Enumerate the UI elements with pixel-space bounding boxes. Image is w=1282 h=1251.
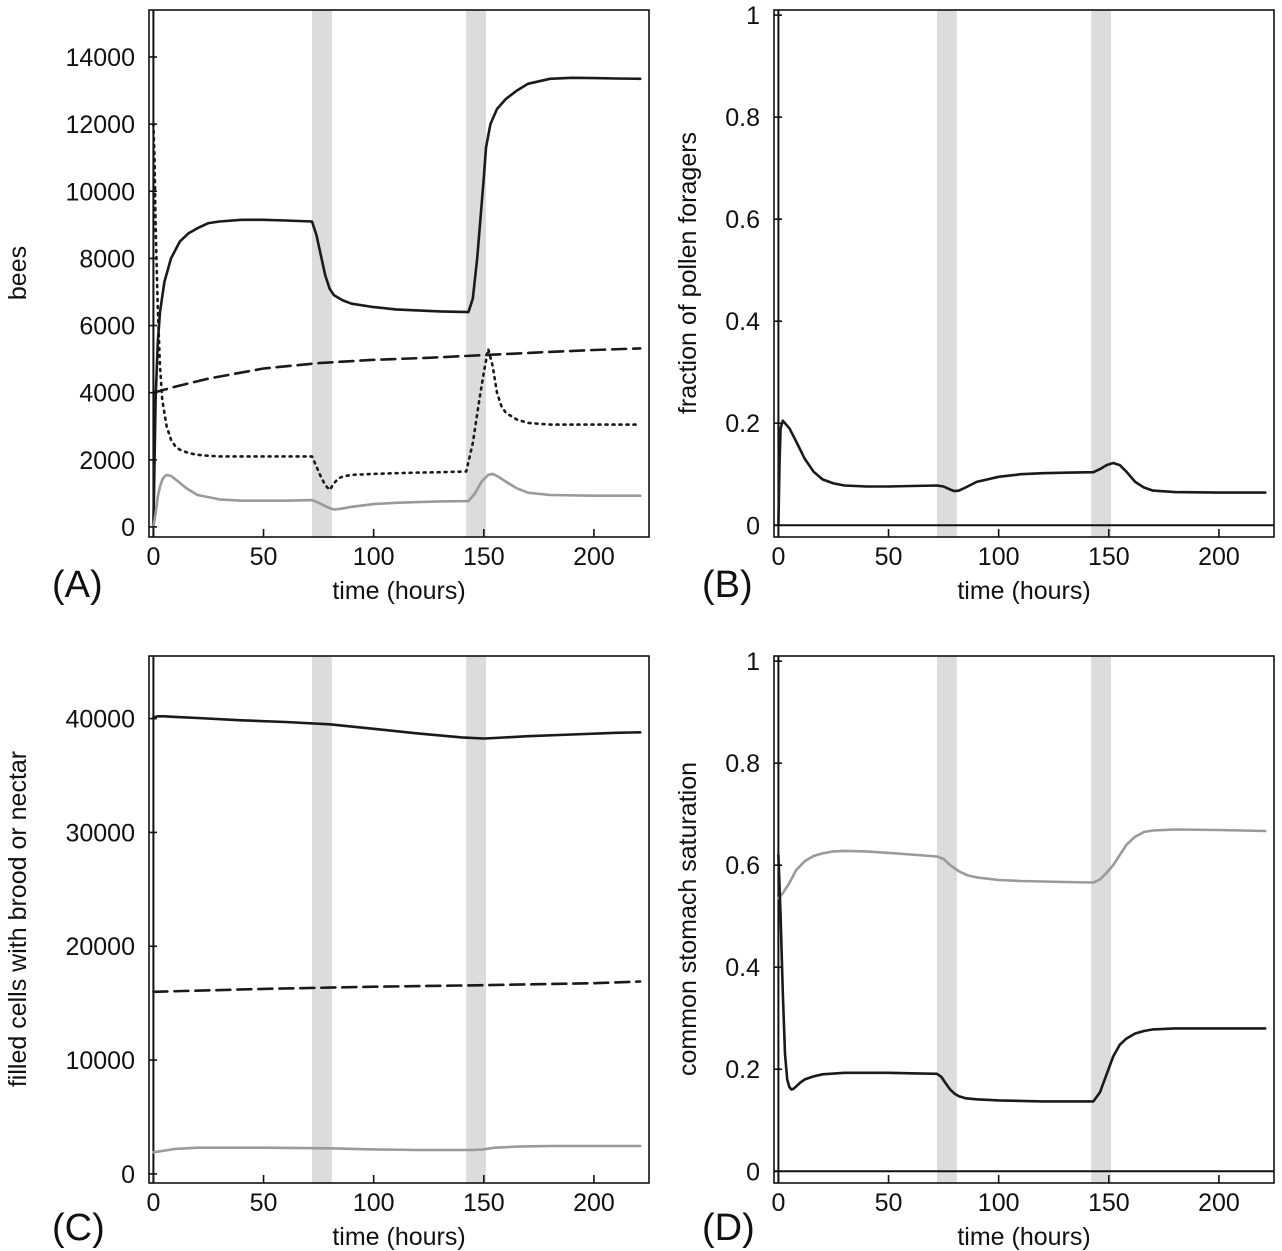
series-line-1 xyxy=(777,419,1267,527)
series-line-4 xyxy=(152,472,642,529)
y-axis-label: fraction of pollen foragers xyxy=(674,132,702,414)
y-tick-label: 20000 xyxy=(65,933,135,961)
y-axis-label: filled cells with brood or nectar xyxy=(4,751,32,1087)
series-line-2 xyxy=(152,347,642,394)
y-tick-label: 0.4 xyxy=(725,954,760,982)
y-tick-label: 0 xyxy=(121,1161,135,1189)
panel-letter: (B) xyxy=(702,564,753,606)
y-tick-label: 14000 xyxy=(65,44,135,72)
panel-b: 0 50 100 150 200 0 0.2 0.4 0.6 0.8 1 time (hours) fr… xyxy=(674,2,1275,606)
series-line-1 xyxy=(152,76,642,529)
x-tick-label: 0 xyxy=(771,1189,785,1217)
x-tick-label: 200 xyxy=(1198,543,1240,571)
shaded-interval-1 xyxy=(936,656,957,1183)
y-tick-label: 8000 xyxy=(79,245,135,273)
panel-letter: (D) xyxy=(702,1207,755,1249)
x-tick-label: 0 xyxy=(146,1189,160,1217)
panel-a: 0 50 100 150 2000200040006000800010000120001… xyxy=(4,9,650,606)
x-tick-label: 0 xyxy=(771,543,785,571)
x-axis-label: time (hours) xyxy=(332,577,465,605)
y-tick-label: 10000 xyxy=(65,178,135,206)
x-tick-label: 50 xyxy=(250,1189,278,1217)
x-tick-label: 100 xyxy=(353,1189,395,1217)
shaded-interval-1 xyxy=(311,10,332,537)
y-tick-label: 0.6 xyxy=(725,852,760,880)
y-tick-label: 4000 xyxy=(79,380,135,408)
y-tick-label: 1 xyxy=(746,2,760,30)
shaded-interval-2 xyxy=(1091,656,1112,1183)
x-tick-label: 150 xyxy=(1088,1189,1130,1217)
y-tick-label: 30000 xyxy=(65,819,135,847)
plot-frame xyxy=(148,9,650,538)
x-tick-label: 0 xyxy=(146,543,160,571)
x-tick-label: 150 xyxy=(463,1189,505,1217)
shaded-interval-2 xyxy=(1091,10,1112,537)
y-tick-label: 0 xyxy=(746,512,760,540)
y-tick-label: 0.2 xyxy=(725,410,760,438)
y-tick-label: 0.2 xyxy=(725,1056,760,1084)
plot-frame xyxy=(773,655,1275,1184)
shaded-interval-1 xyxy=(311,656,332,1183)
y-tick-label: 0.4 xyxy=(725,308,760,336)
x-tick-label: 100 xyxy=(353,543,395,571)
series-line-2 xyxy=(152,980,642,994)
x-tick-label: 100 xyxy=(978,1189,1020,1217)
x-tick-label: 200 xyxy=(573,543,615,571)
y-tick-label: 12000 xyxy=(65,111,135,139)
panel-letter: (A) xyxy=(52,564,103,606)
series-line-3 xyxy=(152,122,642,492)
x-tick-label: 200 xyxy=(573,1189,615,1217)
plot-frame xyxy=(148,655,650,1184)
x-tick-label: 150 xyxy=(1088,543,1130,571)
y-tick-label: 6000 xyxy=(79,313,135,341)
series-line-1 xyxy=(777,828,1267,900)
shaded-interval-1 xyxy=(936,10,957,537)
shaded-interval-2 xyxy=(466,656,487,1183)
y-tick-label: 0 xyxy=(746,1158,760,1186)
series-line-1 xyxy=(152,715,642,740)
y-axis-label: bees xyxy=(4,246,32,300)
y-tick-label: 1 xyxy=(746,648,760,676)
y-tick-label: 0.8 xyxy=(725,750,760,778)
x-tick-label: 50 xyxy=(250,543,278,571)
y-axis-label: common stomach saturation xyxy=(674,762,702,1076)
series-line-2 xyxy=(777,853,1267,1103)
panel-c: 0 50 100 150 200 0 10000 20000 30000 40000 time (h… xyxy=(4,655,650,1251)
x-axis-label: time (hours) xyxy=(957,577,1090,605)
y-tick-label: 2000 xyxy=(79,447,135,475)
series-line-3 xyxy=(152,1144,642,1154)
x-tick-label: 50 xyxy=(875,1189,903,1217)
y-tick-label: 10000 xyxy=(65,1047,135,1075)
panel-letter: (C) xyxy=(52,1207,105,1249)
x-axis-label: time (hours) xyxy=(957,1223,1090,1251)
x-tick-label: 100 xyxy=(978,543,1020,571)
y-tick-label: 0.8 xyxy=(725,104,760,132)
x-tick-label: 200 xyxy=(1198,1189,1240,1217)
panel-d: 0 50 100 150 200 0 0.2 0.4 0.6 0.8 1 time (hours) co… xyxy=(674,648,1275,1251)
x-tick-label: 50 xyxy=(875,543,903,571)
plot-frame xyxy=(773,9,1275,538)
x-tick-label: 150 xyxy=(463,543,505,571)
y-tick-label: 0 xyxy=(121,514,135,542)
x-axis-label: time (hours) xyxy=(332,1223,465,1251)
y-tick-label: 0.6 xyxy=(725,206,760,234)
y-tick-label: 40000 xyxy=(65,706,135,734)
